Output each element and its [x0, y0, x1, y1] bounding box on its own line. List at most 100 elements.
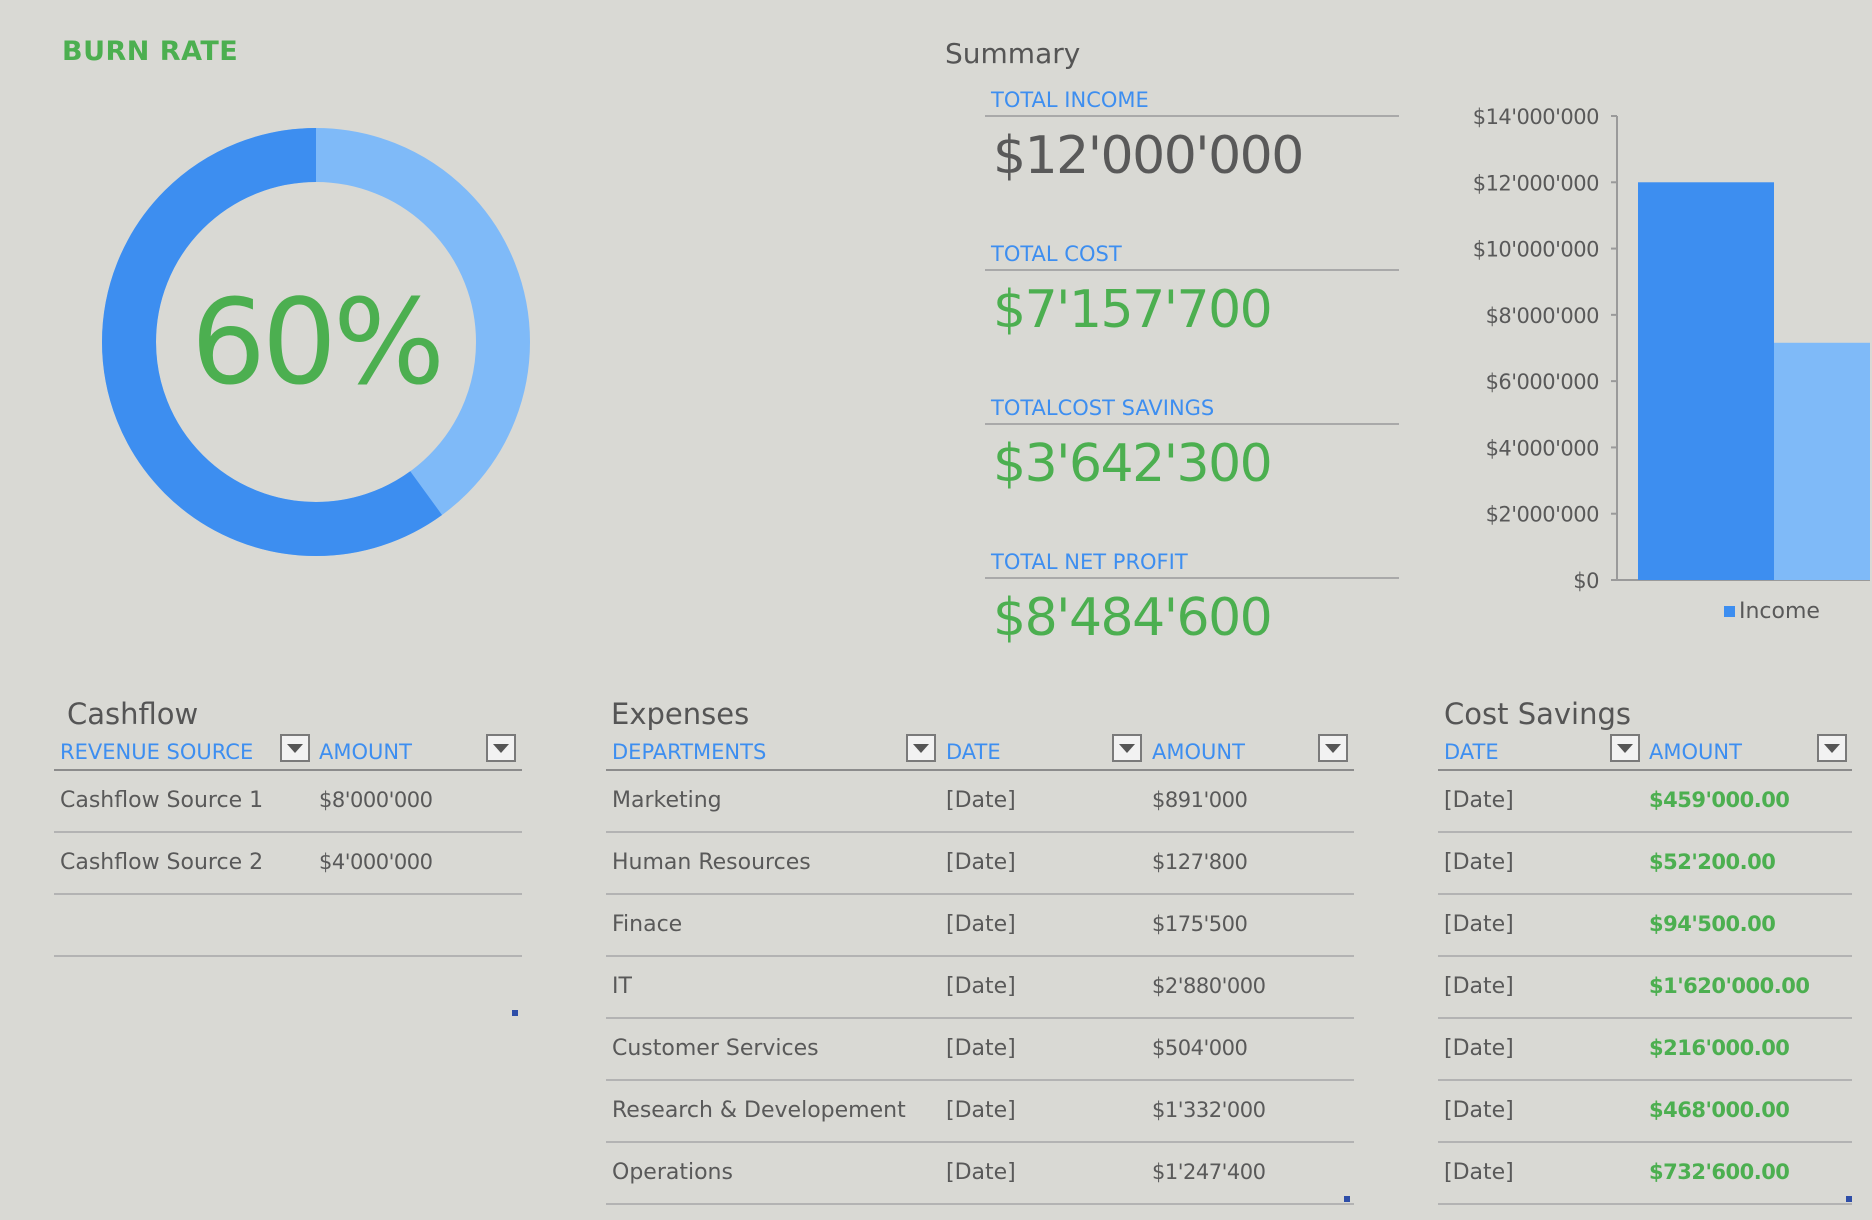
expenses-row-rule — [606, 1203, 1354, 1205]
expenses-cell: $891'000 — [1152, 788, 1248, 812]
expenses-header: AMOUNT — [1152, 740, 1245, 764]
table-resize-handle[interactable] — [512, 1010, 518, 1016]
cost-savings-cell: [Date] — [1444, 1160, 1514, 1185]
cost-savings-cell: [Date] — [1444, 974, 1514, 999]
cost-savings-row-rule — [1438, 955, 1852, 957]
expenses-cell: [Date] — [946, 1160, 1016, 1185]
cost-savings-cell: [Date] — [1444, 912, 1514, 937]
filter-dropdown-button[interactable] — [1817, 734, 1847, 762]
expenses-header: DATE — [946, 740, 1001, 764]
expenses-cell: $175'500 — [1152, 912, 1248, 936]
cost-savings-cell: [Date] — [1444, 1098, 1514, 1123]
cost-savings-title: Cost Savings — [1444, 697, 1631, 731]
bar-expenses — [1774, 342, 1870, 580]
expenses-header: DEPARTMENTS — [612, 740, 767, 764]
kpi-label: TOTAL INCOME — [991, 88, 1149, 112]
cost-savings-row-rule — [1438, 1203, 1852, 1205]
burn-rate-percent: 60% — [190, 273, 445, 411]
expenses-cell: [Date] — [946, 912, 1016, 937]
filter-dropdown-button[interactable] — [280, 734, 310, 762]
legend-label: Income — [1739, 599, 1820, 624]
cashflow-row-rule — [54, 893, 522, 895]
cost-savings-cell: $94'500.00 — [1649, 912, 1776, 936]
expenses-row-rule — [606, 1079, 1354, 1081]
cashflow-cell: $8'000'000 — [319, 788, 433, 812]
expenses-cell: [Date] — [946, 974, 1016, 999]
y-tick-label: $10'000'000 — [1473, 238, 1599, 262]
expenses-cell: IT — [612, 974, 632, 999]
cost-savings-row-rule — [1438, 1079, 1852, 1081]
kpi-divider — [985, 269, 1399, 271]
cost-savings-cell: $459'000.00 — [1649, 788, 1790, 812]
cost-savings-row-rule — [1438, 831, 1852, 833]
y-tick-label: $6'000'000 — [1486, 370, 1599, 394]
expenses-cell: [Date] — [946, 788, 1016, 813]
filter-dropdown-button[interactable] — [1318, 734, 1348, 762]
cost-savings-cell: $468'000.00 — [1649, 1098, 1790, 1122]
chevron-down-icon — [1824, 743, 1840, 753]
expenses-cell: $127'800 — [1152, 850, 1248, 874]
expenses-cell: Human Resources — [612, 850, 811, 875]
cost-savings-row-rule — [1438, 1017, 1852, 1019]
y-tick-label: $0 — [1573, 569, 1599, 593]
cost-savings-cell: $52'200.00 — [1649, 850, 1776, 874]
burn-rate-title: BURN RATE — [62, 36, 239, 67]
expenses-cell: [Date] — [946, 850, 1016, 875]
cost-savings-cell: $216'000.00 — [1649, 1036, 1790, 1060]
cashflow-row-rule — [54, 955, 522, 957]
chevron-down-icon — [1325, 743, 1341, 753]
kpi-value: $8'484'600 — [993, 588, 1273, 648]
kpi-value: $3'642'300 — [993, 434, 1273, 494]
cost-savings-header-rule — [1438, 769, 1852, 771]
cashflow-cell: Cashflow Source 2 — [60, 850, 264, 875]
expenses-cell: Research & Developement — [612, 1098, 906, 1123]
cost-savings-cell: [Date] — [1444, 788, 1514, 813]
chevron-down-icon — [287, 743, 303, 753]
expenses-row-rule — [606, 831, 1354, 833]
expenses-header-rule — [606, 769, 1354, 771]
cost-savings-cell: [Date] — [1444, 1036, 1514, 1061]
bar-income — [1638, 182, 1774, 580]
cashflow-cell: $4'000'000 — [319, 850, 433, 874]
y-tick-label: $8'000'000 — [1486, 304, 1599, 328]
summary-title: Summary — [945, 37, 1081, 70]
kpi-value: $7'157'700 — [993, 280, 1273, 340]
filter-dropdown-button[interactable] — [486, 734, 516, 762]
chevron-down-icon — [1119, 743, 1135, 753]
kpi-label: TOTAL COST — [991, 242, 1122, 266]
cashflow-cell: Cashflow Source 1 — [60, 788, 264, 813]
cost-savings-header: AMOUNT — [1649, 740, 1742, 764]
cost-savings-row-rule — [1438, 1141, 1852, 1143]
kpi-divider — [985, 115, 1399, 117]
kpi-divider — [985, 423, 1399, 425]
y-tick-label: $2'000'000 — [1486, 503, 1599, 527]
y-tick-label: $12'000'000 — [1473, 171, 1599, 195]
expenses-cell: Marketing — [612, 788, 722, 813]
table-resize-handle[interactable] — [1846, 1196, 1852, 1202]
expenses-row-rule — [606, 1141, 1354, 1143]
kpi-label: TOTAL NET PROFIT — [991, 550, 1188, 574]
expenses-title: Expenses — [611, 697, 750, 731]
expenses-cell: Operations — [612, 1160, 733, 1185]
chevron-down-icon — [1617, 743, 1633, 753]
cashflow-title: Cashflow — [67, 697, 199, 731]
cashflow-header-rule — [54, 769, 522, 771]
expenses-row-rule — [606, 955, 1354, 957]
cashflow-row-rule — [54, 831, 522, 833]
legend-swatch — [1724, 606, 1735, 617]
cost-savings-row-rule — [1438, 893, 1852, 895]
expenses-row-rule — [606, 893, 1354, 895]
expenses-cell: Customer Services — [612, 1036, 819, 1061]
cost-savings-cell: [Date] — [1444, 850, 1514, 875]
filter-dropdown-button[interactable] — [1112, 734, 1142, 762]
expenses-cell: $504'000 — [1152, 1036, 1248, 1060]
table-resize-handle[interactable] — [1344, 1196, 1350, 1202]
cost-savings-header: DATE — [1444, 740, 1499, 764]
burn-rate-donut — [102, 128, 530, 556]
cost-savings-cell: $732'600.00 — [1649, 1160, 1790, 1184]
filter-dropdown-button[interactable] — [906, 734, 936, 762]
cost-savings-cell: $1'620'000.00 — [1649, 974, 1810, 998]
filter-dropdown-button[interactable] — [1610, 734, 1640, 762]
expenses-cell: [Date] — [946, 1098, 1016, 1123]
chevron-down-icon — [493, 743, 509, 753]
